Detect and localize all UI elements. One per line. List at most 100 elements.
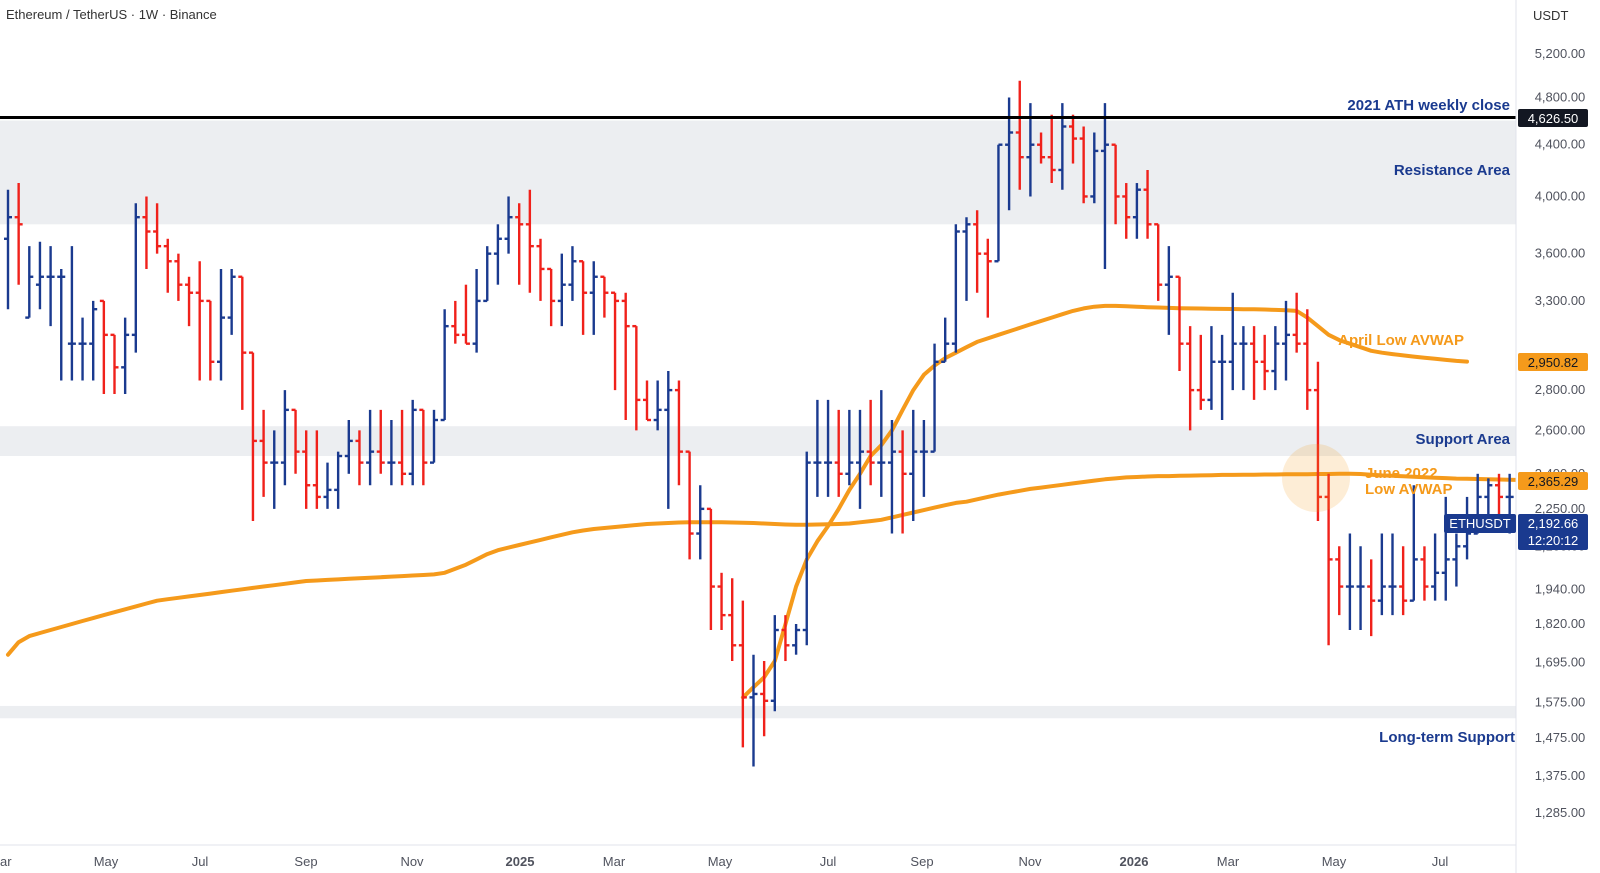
ohlc-bar: [557, 253, 566, 327]
price-tick-label: 1,820.00: [1535, 616, 1586, 631]
ohlc-bar: [1090, 132, 1099, 204]
resistance-annotation: Resistance Area: [1394, 162, 1511, 179]
ohlc-bar: [302, 430, 311, 509]
ohlc-bar: [1345, 533, 1354, 631]
price-tick-label: 1,285.00: [1535, 805, 1586, 820]
ath-price-badge-text: 4,626.50: [1528, 111, 1579, 126]
ohlc-bar: [611, 291, 620, 391]
ohlc-bar: [983, 238, 992, 318]
ohlc-bar: [1069, 114, 1077, 164]
price-tick-label: 1,375.00: [1535, 768, 1586, 783]
ohlc-bar: [355, 430, 364, 486]
ohlc-bar: [1100, 103, 1109, 269]
time-tick-label: May: [94, 854, 119, 869]
ohlc-bar: [376, 409, 385, 474]
ohlc-bar: [1399, 546, 1408, 616]
ohlc-bar: [99, 299, 108, 395]
ohlc-bar: [504, 196, 513, 254]
ohlc-bar: [1260, 334, 1269, 391]
april-avwap-badge-text: 2,950.82: [1528, 355, 1579, 370]
symbol-badge: [1444, 514, 1516, 533]
ohlc-bar: [280, 390, 289, 486]
ohlc-bar: [589, 261, 598, 335]
price-tick-label: 4,400.00: [1535, 137, 1586, 152]
ohlc-bar: [600, 275, 609, 318]
ohlc-bar: [994, 143, 1003, 263]
price-tick-label: 1,940.00: [1535, 581, 1586, 596]
ohlc-bar: [536, 238, 545, 301]
ohlc-bar: [46, 246, 55, 327]
june-avwap-annotation-line2: Low AVWAP: [1365, 481, 1453, 498]
ohlc-bar: [206, 299, 215, 381]
zone-1: [0, 120, 1516, 225]
ohlc-bar: [142, 196, 151, 269]
ohlc-bar: [1388, 533, 1397, 616]
zone-3: [0, 705, 1516, 719]
ohlc-bar: [834, 409, 843, 497]
ohlc-bar: [1239, 326, 1248, 391]
price-badges: 4,626.50 2,950.82 2,365.29 ETHUSDT 2,192…: [1444, 109, 1588, 550]
ohlc-bar: [1484, 478, 1493, 522]
ohlc-bar: [387, 420, 396, 486]
avwap-line-1: [6, 471, 1576, 657]
ohlc-bar: [792, 624, 801, 655]
ohlc-bar: [1037, 132, 1046, 164]
ohlc-bar: [1122, 183, 1131, 239]
ohlc-bar: [121, 317, 130, 395]
ohlc-bar: [909, 409, 918, 522]
ohlc-bar: [1164, 246, 1173, 335]
ohlc-bar: [131, 203, 140, 353]
ohlc-bar: [653, 380, 662, 431]
zone-2: [0, 426, 1516, 457]
ohlc-bar: [717, 572, 726, 631]
time-tick-label: Nov: [400, 854, 424, 869]
ohlc-bar: [14, 183, 23, 285]
ohlc-bar: [621, 292, 630, 421]
ohlc-bar: [334, 451, 343, 509]
ohlc-bar: [291, 408, 300, 474]
ohlc-bar: [1250, 326, 1259, 400]
ohlc-bar: [110, 333, 119, 395]
ohlc-bar: [270, 430, 279, 509]
price-tick-label: 1,695.00: [1535, 655, 1586, 670]
ohlc-bar: [451, 300, 460, 344]
ohlc-bar: [195, 261, 204, 381]
june-avwap-badge: [1518, 472, 1588, 490]
ohlc-bar: [515, 203, 524, 285]
ohlc-bar: [760, 661, 769, 737]
price-tick-label: 5,200.00: [1535, 46, 1586, 61]
ohlc-bar: [259, 409, 268, 497]
chart-title: Ethereum / TetherUS · 1W · Binance: [6, 7, 217, 22]
ohlc-bar: [856, 409, 864, 509]
ohlc-bar: [919, 420, 928, 497]
currency-label[interactable]: USDT: [1533, 8, 1568, 23]
ohlc-bar: [728, 578, 737, 662]
price-tick-label: 3,600.00: [1535, 246, 1586, 261]
ohlc-bar: [749, 654, 758, 767]
avwap-layer: [6, 303, 1576, 700]
ohlc-bar: [1452, 533, 1461, 587]
ohlc-bar: [1431, 533, 1440, 601]
ohlc-bar: [1409, 485, 1418, 602]
ohlc-bar: [685, 450, 694, 560]
last-price-badge: [1518, 514, 1588, 550]
ohlc-bar: [89, 300, 98, 381]
ohlc-bar: [696, 485, 705, 560]
last-price-badge-text: 2,192.66: [1528, 516, 1579, 531]
ohlc-bar: [1218, 334, 1227, 421]
ohlc-bar: [461, 284, 470, 345]
avwap-line-2: [740, 303, 1469, 700]
ohlc-bar: [430, 409, 438, 464]
time-tick-label: ar: [0, 854, 12, 869]
ohlc-bar: [632, 324, 641, 431]
ohlc-bar: [1143, 169, 1152, 239]
ohlc-bar: [1367, 559, 1376, 637]
ohlc-bar: [813, 399, 822, 497]
ohlc-bar: [941, 317, 950, 363]
ohlc-bar: [25, 246, 34, 319]
ohlc-bar: [962, 217, 971, 301]
longterm-support-annotation: Long-term Support: [1379, 729, 1515, 746]
time-tick-label: May: [1322, 854, 1347, 869]
ohlc-bar: [1196, 334, 1205, 410]
